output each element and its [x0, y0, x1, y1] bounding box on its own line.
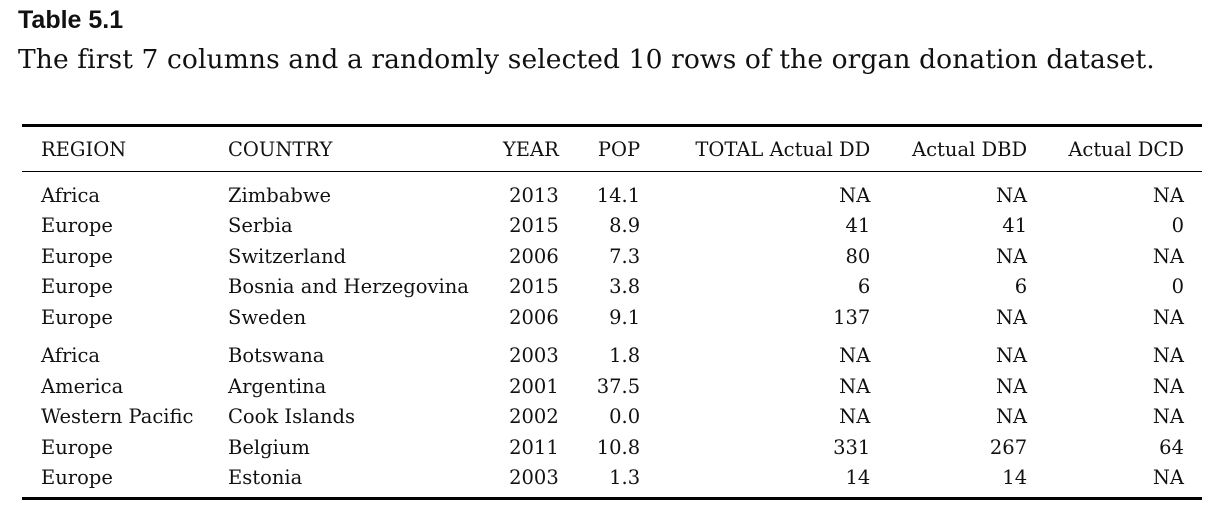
cell-year: 2006 — [509, 244, 559, 268]
cell-actual-dcd: NA — [1152, 183, 1184, 207]
cell-actual-dbd: NA — [995, 405, 1028, 429]
col-header-country: COUNTRY — [228, 137, 333, 161]
cell-total-actual-dd: 14 — [845, 466, 871, 490]
cell-actual-dcd: 0 — [1171, 214, 1184, 238]
cell-country: Switzerland — [228, 244, 347, 268]
table-row: Western Pacific Cook Islands 2002 0.0 NA NA NA — [22, 402, 1202, 433]
row-group-1: Africa Zimbabwe 2013 14.1 NA NA NA Europe Serbia… — [22, 172, 1202, 333]
table-row: Europe Serbia 2015 8.9 41 41 0 — [22, 211, 1202, 242]
cell-country: Botswana — [228, 344, 325, 368]
table-label: Table 5.1 — [18, 6, 124, 34]
col-header-year: YEAR — [502, 137, 559, 161]
cell-pop: 14.1 — [596, 183, 641, 207]
cell-year: 2003 — [509, 344, 559, 368]
cell-pop: 10.8 — [596, 435, 641, 459]
cell-total-actual-dd: 80 — [845, 244, 871, 268]
table-row: Europe Estonia 2003 1.3 14 14 NA — [22, 463, 1202, 499]
cell-year: 2001 — [509, 374, 559, 398]
cell-country: Cook Islands — [228, 405, 356, 429]
col-header-pop: POP — [597, 137, 641, 161]
table-row: Europe Belgium 2011 10.8 331 267 64 — [22, 432, 1202, 463]
cell-year: 2003 — [509, 466, 559, 490]
cell-actual-dcd: NA — [1152, 305, 1184, 329]
cell-total-actual-dd: NA — [839, 374, 871, 398]
table-row: America Argentina 2001 37.5 NA NA NA — [22, 371, 1202, 402]
row-group-2: Africa Botswana 2003 1.8 NA NA NA America Argent… — [22, 333, 1202, 499]
cell-country: Serbia — [228, 214, 293, 238]
cell-total-actual-dd: 41 — [845, 214, 871, 238]
cell-year: 2011 — [509, 435, 559, 459]
cell-pop: 1.3 — [609, 466, 641, 490]
cell-total-actual-dd: NA — [839, 405, 871, 429]
cell-pop: 37.5 — [596, 374, 641, 398]
table-caption: The first 7 columns and a randomly selec… — [18, 44, 1155, 75]
cell-actual-dbd: NA — [995, 244, 1028, 268]
cell-total-actual-dd: 331 — [833, 435, 871, 459]
cell-pop: 7.3 — [609, 244, 641, 268]
cell-actual-dbd: 14 — [1002, 466, 1028, 490]
cell-actual-dbd: NA — [995, 344, 1028, 368]
cell-actual-dbd: NA — [995, 374, 1028, 398]
cell-region: Europe — [41, 466, 113, 490]
organ-donation-table: REGION COUNTRY YEAR POP TOTAL Actual DD … — [22, 124, 1202, 500]
cell-region: Western Pacific — [41, 405, 194, 429]
cell-region: Africa — [41, 183, 101, 207]
cell-region: Africa — [41, 344, 101, 368]
col-header-actual-dbd: Actual DBD — [912, 137, 1028, 161]
cell-region: America — [41, 374, 124, 398]
cell-year: 2015 — [509, 214, 559, 238]
cell-region: Europe — [41, 435, 113, 459]
cell-total-actual-dd: 137 — [833, 305, 871, 329]
cell-year: 2013 — [509, 183, 559, 207]
table-row: Europe Switzerland 2006 7.3 80 NA NA — [22, 241, 1202, 272]
cell-total-actual-dd: NA — [839, 183, 871, 207]
cell-actual-dcd: NA — [1152, 466, 1184, 490]
cell-pop: 9.1 — [609, 305, 641, 329]
cell-year: 2002 — [509, 405, 559, 429]
cell-total-actual-dd: 6 — [857, 275, 871, 299]
cell-actual-dbd: NA — [995, 183, 1028, 207]
cell-country: Sweden — [228, 305, 307, 329]
cell-pop: 0.0 — [609, 405, 641, 429]
header-row: REGION COUNTRY YEAR POP TOTAL Actual DD … — [22, 125, 1202, 172]
cell-actual-dbd: NA — [995, 305, 1028, 329]
cell-region: Europe — [41, 214, 113, 238]
col-header-total-actual-dd: TOTAL Actual DD — [695, 137, 871, 161]
cell-actual-dcd: NA — [1152, 244, 1184, 268]
table-row: Africa Botswana 2003 1.8 NA NA NA — [22, 333, 1202, 372]
cell-total-actual-dd: NA — [839, 344, 871, 368]
cell-actual-dcd: NA — [1152, 405, 1184, 429]
table-row: Europe Bosnia and Herzegovina 2015 3.8 6 6 0 — [22, 272, 1202, 303]
table-row: Africa Zimbabwe 2013 14.1 NA NA NA — [22, 172, 1202, 211]
cell-country: Zimbabwe — [228, 183, 332, 207]
cell-country: Argentina — [228, 374, 327, 398]
cell-pop: 3.8 — [609, 275, 641, 299]
cell-actual-dcd: NA — [1152, 374, 1184, 398]
cell-actual-dbd: 41 — [1002, 214, 1028, 238]
cell-actual-dcd: 0 — [1171, 275, 1184, 299]
cell-pop: 8.9 — [609, 214, 641, 238]
cell-pop: 1.8 — [609, 344, 641, 368]
cell-region: Europe — [41, 244, 113, 268]
cell-actual-dcd: 64 — [1159, 435, 1184, 459]
cell-region: Europe — [41, 305, 113, 329]
cell-year: 2015 — [509, 275, 559, 299]
cell-actual-dbd: 6 — [1014, 275, 1028, 299]
cell-actual-dcd: NA — [1152, 344, 1184, 368]
col-header-region: REGION — [41, 137, 127, 161]
cell-country: Bosnia and Herzegovina — [228, 275, 469, 299]
cell-actual-dbd: 267 — [989, 435, 1028, 459]
cell-country: Estonia — [228, 466, 303, 490]
cell-year: 2006 — [509, 305, 559, 329]
col-header-actual-dcd: Actual DCD — [1068, 137, 1184, 161]
cell-region: Europe — [41, 275, 113, 299]
cell-country: Belgium — [228, 435, 310, 459]
table-row: Europe Sweden 2006 9.1 137 NA NA — [22, 302, 1202, 333]
